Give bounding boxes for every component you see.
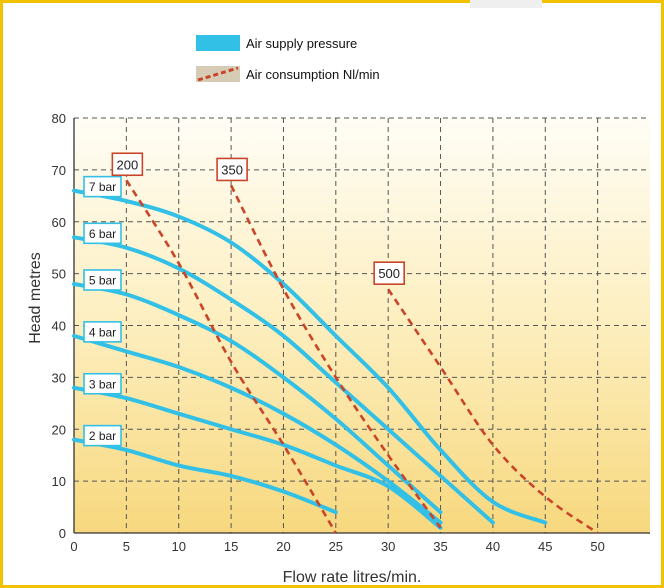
legend-label-air-supply: Air supply pressure [246,36,357,51]
y-tick-label: 50 [52,267,66,282]
series-label: 7 bar [89,180,116,194]
series-line-2-bar [72,437,338,515]
legend-swatch-air-consumption [197,66,239,82]
y-tick-label: 20 [52,422,66,437]
series-label-box [83,424,122,447]
x-tick-label: 20 [276,539,290,554]
x-tick-label: 30 [381,539,395,554]
series-line-7-bar [72,188,548,525]
series-label-box [83,269,122,291]
series-label: 3 bar [89,377,116,391]
x-tick-label: 35 [433,539,447,554]
series-label-box [83,321,122,343]
series-line-consumption-350 [229,184,442,529]
x-tick-label: 50 [590,539,604,554]
series-line-4-bar [72,333,443,525]
y-tick-label: 60 [52,215,66,230]
series-line-3-bar [72,385,443,530]
consumption-label-box [216,157,248,182]
y-tick-label: 80 [52,111,66,126]
x-tick-label: 0 [70,539,77,554]
y-tick-label: 70 [52,163,66,178]
series-label-box [83,372,122,395]
consumption-label-box [373,261,405,285]
series-line-consumption-200 [125,179,337,534]
series-label-box [83,222,122,245]
consumption-label: 500 [378,266,400,281]
y-tick-label: 0 [59,526,66,541]
x-tick-label: 15 [224,539,238,554]
y-axis-title: Head metres [27,252,44,344]
x-axis-title: Flow rate litres/min. [283,569,422,586]
consumption-label: 200 [117,157,139,172]
series-label: 5 bar [89,274,116,288]
x-tick-label: 5 [123,539,130,554]
x-tick-label: 45 [538,539,552,554]
series-label: 2 bar [89,429,116,443]
series-label-box [83,175,122,198]
y-tick-label: 10 [52,474,66,489]
y-tick-label: 40 [52,319,66,334]
x-tick-label: 25 [329,539,343,554]
x-tick-label: 40 [486,539,500,554]
series-line-6-bar [72,235,495,525]
corner-tab [470,0,542,8]
legend-label-air-consumption: Air consumption Nl/min [246,67,380,82]
legend-swatch-air-supply [196,35,240,51]
y-tick-label: 30 [52,370,66,385]
series-line-consumption-500 [387,288,599,535]
consumption-label-box [111,152,144,177]
consumption-label: 350 [221,162,243,177]
series-label: 6 bar [89,227,116,241]
x-tick-label: 10 [171,539,185,554]
series-label: 4 bar [89,325,116,339]
series-line-5-bar [72,282,443,515]
